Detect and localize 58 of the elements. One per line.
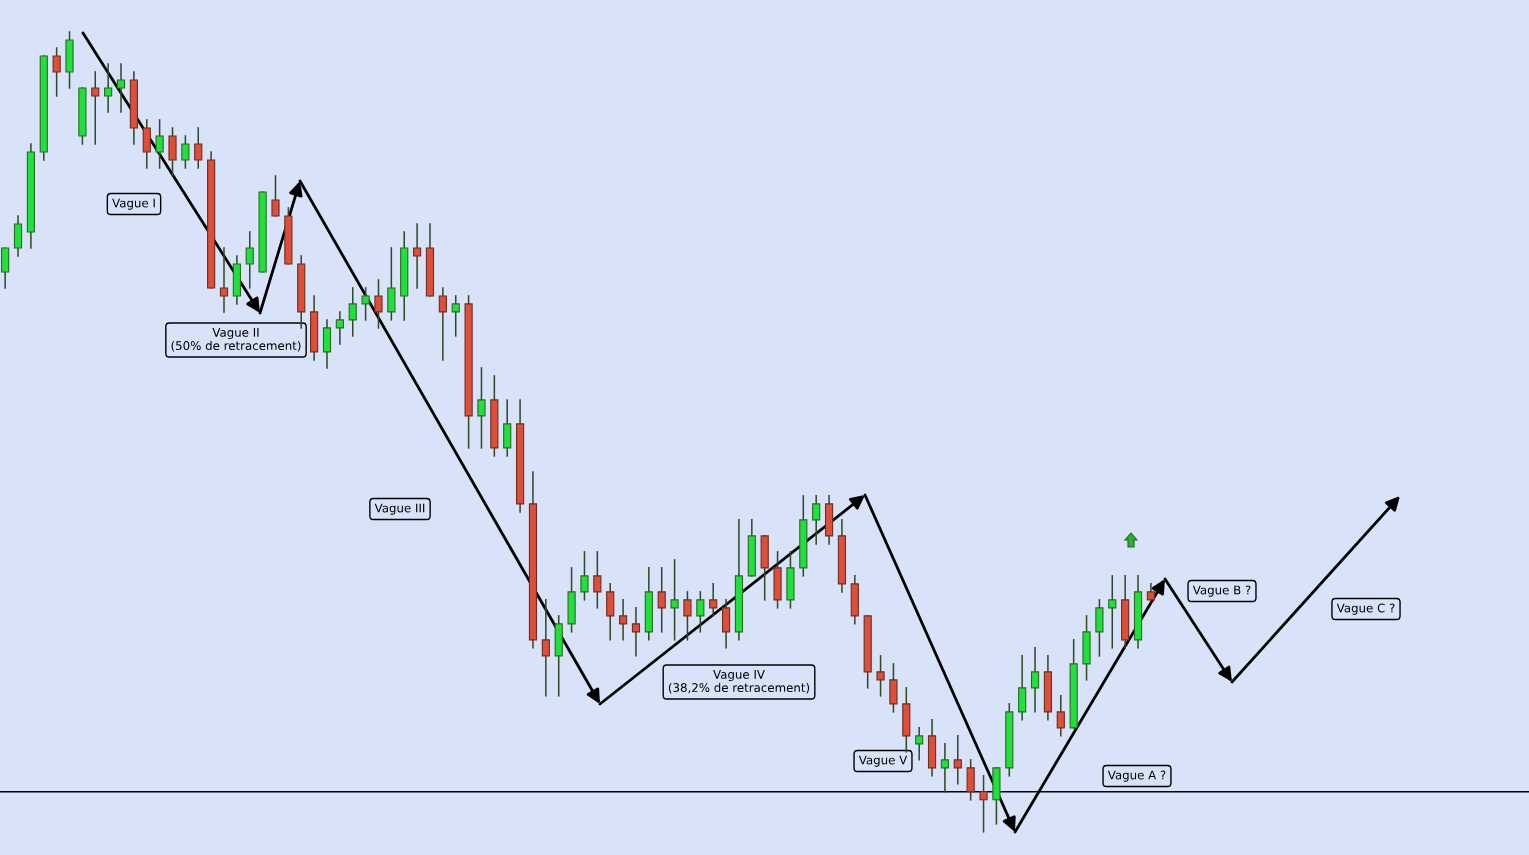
candlestick [812,495,821,545]
candlestick [618,599,628,641]
text: Vague B ? [1192,585,1251,597]
candlestick [142,119,151,169]
candlestick [541,599,550,697]
candlestick [348,287,357,337]
candlestick [953,735,962,785]
candlestick [606,583,615,641]
candlestick [503,399,512,457]
candlestick [631,607,641,657]
candlestick [1030,647,1040,713]
candlestick [683,591,692,641]
candlestick [181,135,190,169]
candlestick [1108,575,1117,649]
candlestick [709,583,718,617]
candlestick [387,247,396,321]
candlestick [335,311,344,345]
candlestick [593,551,602,609]
candlestick [194,127,203,169]
candlestick [91,71,100,145]
candlestick [940,743,950,793]
candlestick [477,367,486,449]
candlestick [438,287,447,361]
candlestick [979,775,988,833]
candlestick [413,223,422,289]
candlestick [966,759,975,801]
candlestick [1095,599,1104,657]
candlestick [374,279,383,329]
annotation: Vague I [112,198,155,210]
candlestick [696,591,705,633]
candlestick [721,599,731,649]
candlestick [219,247,229,313]
candlestick [322,319,332,369]
candlestick [1018,655,1027,721]
candlestick [451,295,460,337]
candlestick [1056,695,1065,737]
candlestick [271,175,280,217]
candlestick [889,663,898,713]
candlestick [876,655,885,697]
candlestick [915,727,924,761]
annotation: Vague IV (38,2% de retracement) [668,670,810,694]
candlestick [52,47,61,97]
candlestick [580,551,589,601]
candlestick [245,231,254,289]
annotation: Vague III [374,503,425,515]
text: Vague C ? [1336,603,1395,615]
candlestick [657,567,666,633]
candlestick [670,559,679,641]
candlestick [13,215,23,257]
candlestick [155,119,164,169]
candlestick [116,63,126,113]
candlestick [361,287,370,321]
candlestick [168,127,177,177]
candlestick [104,63,113,113]
annotation: Vague II (50% de retracement) [171,328,301,352]
annotation: Vague A ? [1107,770,1166,782]
candlestick [1,247,10,289]
annotation: Vague V [858,755,908,767]
